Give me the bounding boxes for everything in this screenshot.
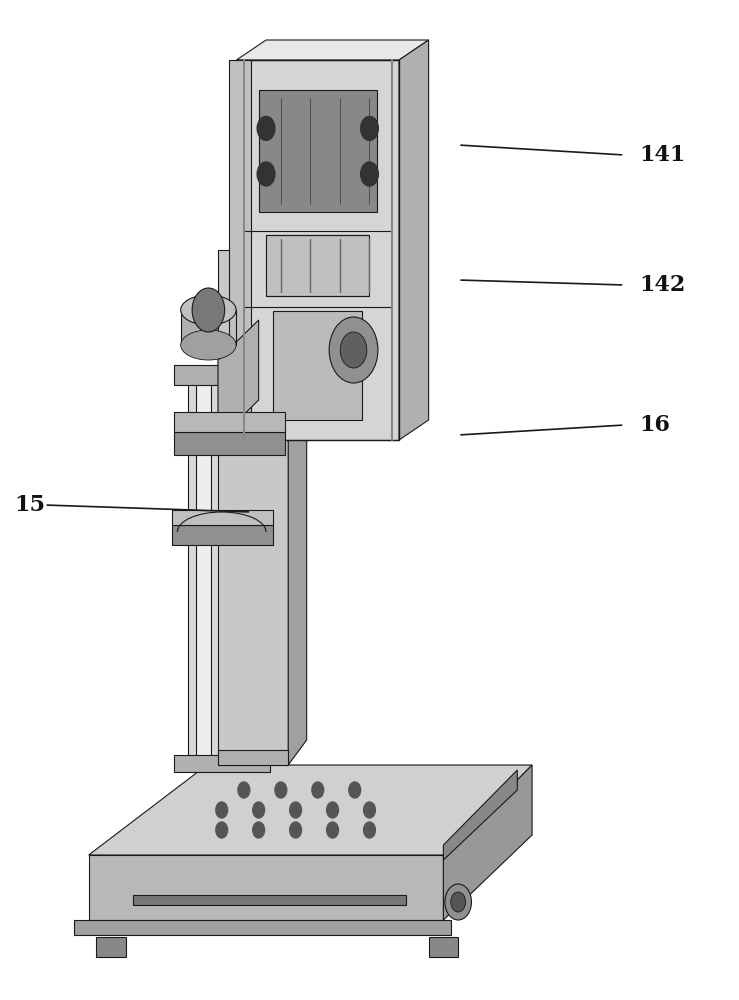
- Circle shape: [257, 116, 275, 140]
- Circle shape: [192, 288, 225, 332]
- Ellipse shape: [180, 330, 236, 360]
- Polygon shape: [89, 855, 443, 920]
- Circle shape: [216, 802, 228, 818]
- Polygon shape: [259, 90, 377, 212]
- Circle shape: [364, 822, 375, 838]
- Circle shape: [445, 884, 471, 920]
- Circle shape: [275, 782, 287, 798]
- Bar: [236, 60, 399, 440]
- Circle shape: [253, 822, 265, 838]
- Text: 141: 141: [639, 144, 686, 166]
- Polygon shape: [236, 60, 399, 440]
- Circle shape: [340, 332, 367, 368]
- Polygon shape: [218, 750, 288, 765]
- Circle shape: [361, 116, 378, 140]
- Polygon shape: [174, 365, 270, 385]
- Polygon shape: [218, 320, 259, 440]
- Circle shape: [349, 782, 361, 798]
- Circle shape: [238, 782, 250, 798]
- Circle shape: [257, 162, 275, 186]
- Polygon shape: [218, 250, 288, 765]
- Polygon shape: [443, 765, 532, 920]
- Polygon shape: [273, 311, 362, 420]
- Circle shape: [329, 317, 378, 383]
- Polygon shape: [172, 510, 273, 525]
- Circle shape: [216, 822, 228, 838]
- Polygon shape: [174, 412, 285, 432]
- Circle shape: [290, 802, 302, 818]
- Text: 142: 142: [639, 274, 686, 296]
- Text: 16: 16: [639, 414, 670, 436]
- Circle shape: [451, 892, 466, 912]
- Circle shape: [312, 782, 324, 798]
- Polygon shape: [188, 380, 225, 765]
- Polygon shape: [180, 310, 236, 345]
- Polygon shape: [429, 937, 458, 957]
- Polygon shape: [266, 235, 370, 296]
- Polygon shape: [174, 755, 270, 772]
- Circle shape: [364, 802, 375, 818]
- Polygon shape: [229, 60, 251, 440]
- Polygon shape: [225, 380, 255, 765]
- Text: 15: 15: [15, 494, 46, 516]
- Polygon shape: [172, 525, 273, 545]
- Circle shape: [327, 822, 338, 838]
- Circle shape: [361, 162, 378, 186]
- Polygon shape: [218, 350, 236, 390]
- Polygon shape: [174, 432, 285, 455]
- Ellipse shape: [180, 295, 236, 325]
- Polygon shape: [133, 895, 406, 905]
- Polygon shape: [89, 765, 532, 855]
- Polygon shape: [74, 920, 451, 935]
- Circle shape: [253, 802, 265, 818]
- Circle shape: [327, 802, 338, 818]
- Polygon shape: [288, 225, 307, 765]
- Circle shape: [290, 822, 302, 838]
- Polygon shape: [399, 40, 429, 440]
- Polygon shape: [443, 770, 517, 860]
- Polygon shape: [196, 380, 211, 765]
- Polygon shape: [236, 40, 429, 60]
- Polygon shape: [96, 937, 126, 957]
